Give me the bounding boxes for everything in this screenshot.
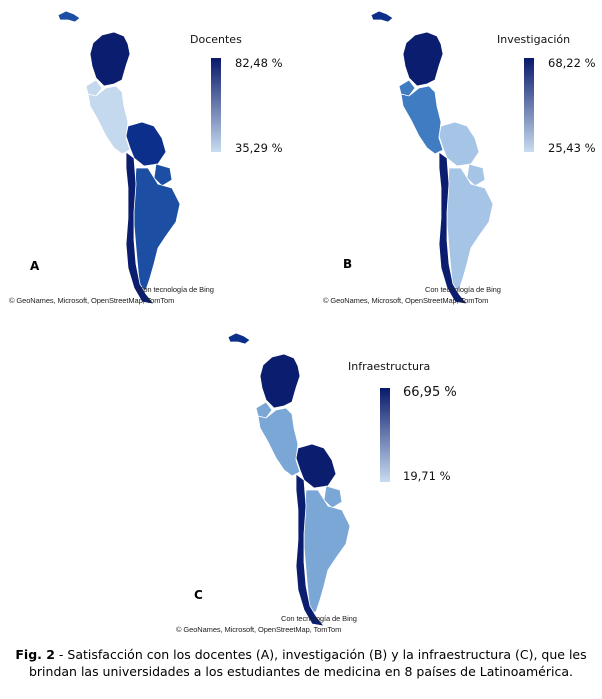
legend-min-value: 25,43 % [548, 141, 596, 155]
panel-letter: B [343, 257, 353, 271]
country-colombia [89, 31, 131, 87]
legend-max-value: 82,48 % [235, 56, 283, 70]
legend-color-bar [211, 58, 221, 152]
country-bolivia [438, 121, 480, 167]
map-panel-b: Investigación 68,22 % 25,43 % B Con tecn… [323, 8, 602, 308]
map-attribution: © GeoNames, Microsoft, OpenStreetMap, To… [323, 296, 489, 305]
country-colombia [259, 353, 301, 409]
country-paraguay [323, 485, 343, 509]
country-peru [400, 85, 444, 155]
legend-color-bar [380, 388, 390, 482]
figure-label: Fig. 2 [15, 647, 55, 662]
country-argentina [303, 489, 351, 613]
map-attribution: © GeoNames, Microsoft, OpenStreetMap, To… [176, 625, 342, 634]
country-bolivia [295, 443, 337, 489]
map-attribution: © GeoNames, Microsoft, OpenStreetMap, To… [9, 296, 175, 305]
country-cuba [227, 332, 251, 345]
country-ecuador [85, 79, 103, 97]
country-cuba [370, 10, 394, 23]
bing-credit: Con tecnología de Bing [425, 285, 501, 294]
panel-letter: A [30, 259, 40, 273]
figure-caption: Fig. 2 - Satisfacción con los docentes (… [10, 646, 592, 680]
country-chile [438, 151, 468, 305]
country-chile [125, 151, 155, 305]
country-peru [87, 85, 131, 155]
legend-title: Infraestructura [348, 360, 431, 373]
legend-title: Investigación [497, 33, 571, 46]
country-colombia [402, 31, 444, 87]
legend-max-value: 66,95 % [403, 385, 457, 400]
map-svg [370, 10, 494, 305]
legend-title: Docentes [190, 33, 242, 46]
country-chile [295, 473, 325, 627]
map-panel-a: Docentes 82,48 % 35,29 % A Con tecnologí… [9, 8, 290, 308]
legend-min-value: 19,71 % [403, 469, 451, 483]
bing-credit: Con tecnología de Bing [138, 285, 214, 294]
country-ecuador [255, 401, 273, 419]
legend-max-value: 68,22 % [548, 56, 596, 70]
country-peru [257, 407, 301, 477]
figure-caption-text: - Satisfacción con los docentes (A), inv… [28, 647, 587, 679]
country-bolivia [125, 121, 167, 167]
legend-color-bar [524, 58, 534, 152]
map-panel-c: Infraestructura 66,95 % 19,71 % C Con te… [176, 330, 500, 640]
country-argentina [446, 167, 494, 291]
bing-credit: Con tecnología de Bing [281, 614, 357, 623]
country-paraguay [153, 163, 173, 187]
country-cuba [57, 10, 81, 23]
country-argentina [133, 167, 181, 291]
map-svg [227, 332, 351, 627]
panel-letter: C [194, 588, 203, 602]
map-svg [57, 10, 181, 305]
country-ecuador [398, 79, 416, 97]
country-paraguay [466, 163, 486, 187]
legend-min-value: 35,29 % [235, 141, 283, 155]
